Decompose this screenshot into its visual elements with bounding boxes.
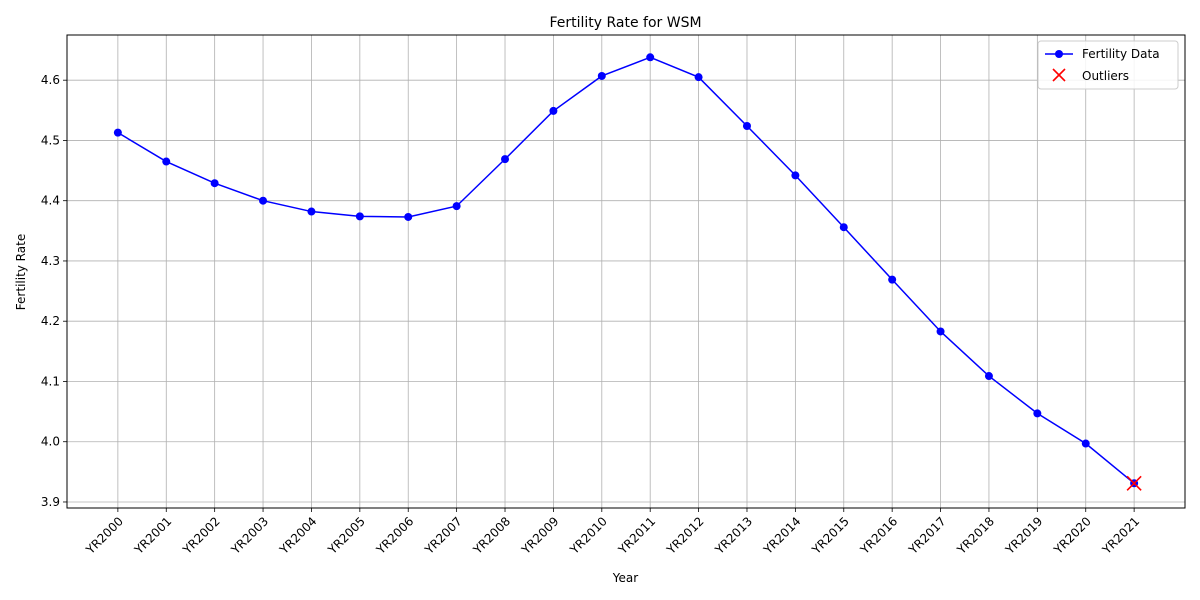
chart-title: Fertility Rate for WSM [549, 15, 701, 31]
y-tick-label: 4.0 [41, 435, 60, 449]
outlier-stroke [1126, 475, 1142, 491]
series-layer [113, 53, 1142, 491]
data-point [936, 327, 945, 336]
data-point [452, 202, 461, 211]
data-point [1033, 409, 1042, 418]
data-point [791, 171, 800, 180]
legend-box [1037, 40, 1179, 90]
legend: Fertility Data Outliers [1037, 40, 1179, 90]
data-point [501, 155, 510, 164]
data-point [404, 212, 413, 221]
legend-label-outliers: Outliers [1082, 69, 1129, 83]
y-axis: 3.9 4.0 4.1 4.2 4.3 4.4 4.5 4.6 [41, 73, 67, 509]
legend-x-swatch [1052, 68, 1066, 82]
data-point [888, 275, 897, 284]
data-point [307, 207, 316, 216]
outlier-marker [1126, 475, 1142, 491]
grid [67, 35, 1185, 508]
data-point [259, 196, 268, 205]
data-point [549, 106, 558, 115]
y-tick-label: 4.5 [41, 133, 60, 147]
y-tick-label: 4.6 [41, 73, 60, 87]
data-point [162, 157, 171, 166]
legend-label-fertility: Fertility Data [1082, 47, 1160, 61]
plot-area-frame [66, 34, 1186, 509]
y-tick-label: 4.3 [41, 254, 60, 268]
data-point [597, 71, 606, 80]
data-point [839, 223, 848, 232]
data-point [113, 128, 122, 137]
y-tick-label: 4.4 [41, 194, 60, 208]
data-point [1081, 439, 1090, 448]
data-point [355, 212, 364, 221]
data-point [694, 73, 703, 82]
data-point [646, 53, 655, 62]
data-point [984, 372, 993, 381]
y-tick-label: 4.2 [41, 314, 60, 328]
y-tick-label: 3.9 [41, 495, 60, 509]
data-point [742, 121, 751, 130]
y-tick-label: 4.1 [41, 374, 60, 388]
legend-marker-swatch [1055, 50, 1063, 58]
x-axis-label: Year [612, 571, 638, 585]
series-line [117, 56, 1135, 484]
y-axis-label: Fertility Rate [14, 234, 28, 310]
data-point [210, 179, 219, 188]
